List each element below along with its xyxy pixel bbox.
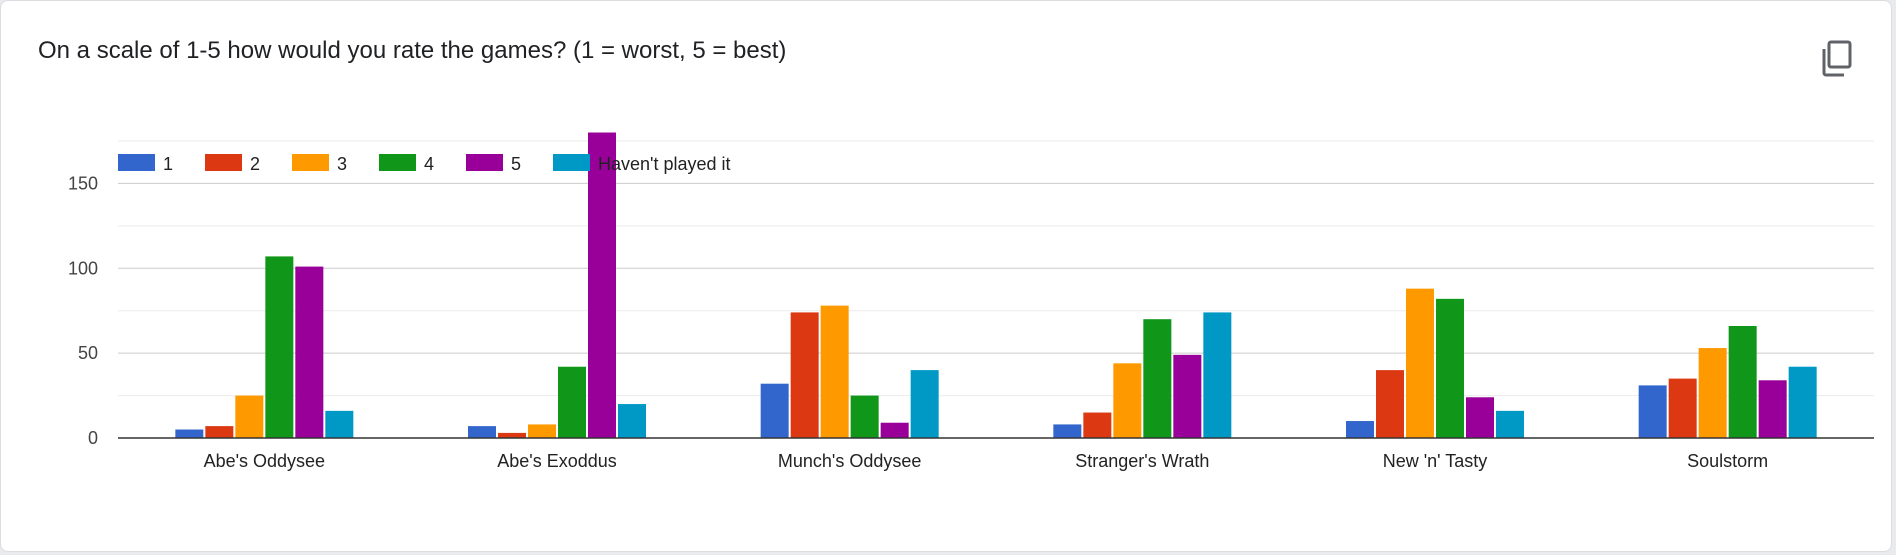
bar — [1638, 385, 1667, 438]
bar — [588, 132, 616, 438]
x-tick-label: New 'n' Tasty — [1383, 451, 1488, 471]
bar — [1788, 366, 1817, 438]
y-tick-label: 100 — [68, 258, 98, 278]
x-tick-label: Soulstorm — [1687, 451, 1768, 471]
bar — [1496, 410, 1524, 438]
legend-label: 1 — [163, 154, 173, 174]
bar — [325, 410, 354, 438]
bar — [528, 424, 556, 438]
bar — [1083, 412, 1112, 438]
copy-icon — [1822, 40, 1852, 77]
bar — [205, 426, 234, 438]
bar — [880, 422, 909, 438]
bar — [790, 312, 819, 438]
legend-swatch — [118, 154, 155, 171]
legend-label: 4 — [424, 154, 434, 174]
bar — [1668, 378, 1697, 438]
bar — [618, 404, 646, 438]
bar — [1053, 424, 1082, 438]
bar — [1143, 319, 1172, 438]
bar — [1113, 363, 1142, 438]
legend-label: 3 — [337, 154, 347, 174]
legend-swatch — [292, 154, 329, 171]
bar — [1406, 288, 1434, 438]
y-tick-label: 150 — [68, 173, 98, 193]
bar — [850, 395, 879, 438]
legend-label: Haven't played it — [598, 154, 731, 174]
bar — [1346, 421, 1374, 438]
bar — [760, 383, 789, 438]
y-tick-label: 0 — [88, 428, 98, 448]
bar — [235, 395, 264, 438]
y-tick-label: 50 — [78, 343, 98, 363]
bar — [468, 426, 496, 438]
question-title: On a scale of 1-5 how would you rate the… — [38, 37, 787, 64]
x-tick-label: Munch's Oddysee — [778, 451, 922, 471]
x-tick-label: Stranger's Wrath — [1075, 451, 1209, 471]
bar — [1728, 325, 1757, 438]
bar — [175, 429, 204, 438]
bar — [1376, 370, 1404, 438]
legend-swatch — [379, 154, 416, 171]
copy-chart-button[interactable] — [1809, 31, 1865, 87]
legend-swatch — [205, 154, 242, 171]
legend-label: 5 — [511, 154, 521, 174]
bar — [1436, 298, 1464, 438]
bar — [1203, 312, 1232, 438]
legend-swatch — [466, 154, 503, 171]
bar — [1698, 348, 1727, 438]
x-tick-label: Abe's Exoddus — [497, 451, 617, 471]
bar — [910, 370, 939, 438]
bar — [295, 266, 324, 438]
bar — [1173, 354, 1202, 438]
bar — [498, 432, 526, 438]
bar — [820, 305, 849, 438]
x-tick-label: Abe's Oddysee — [204, 451, 326, 471]
bar — [1758, 380, 1787, 438]
bar — [558, 366, 586, 438]
legend-swatch — [553, 154, 590, 171]
bar — [265, 256, 294, 438]
legend-label: 2 — [250, 154, 260, 174]
bar — [1466, 397, 1494, 438]
